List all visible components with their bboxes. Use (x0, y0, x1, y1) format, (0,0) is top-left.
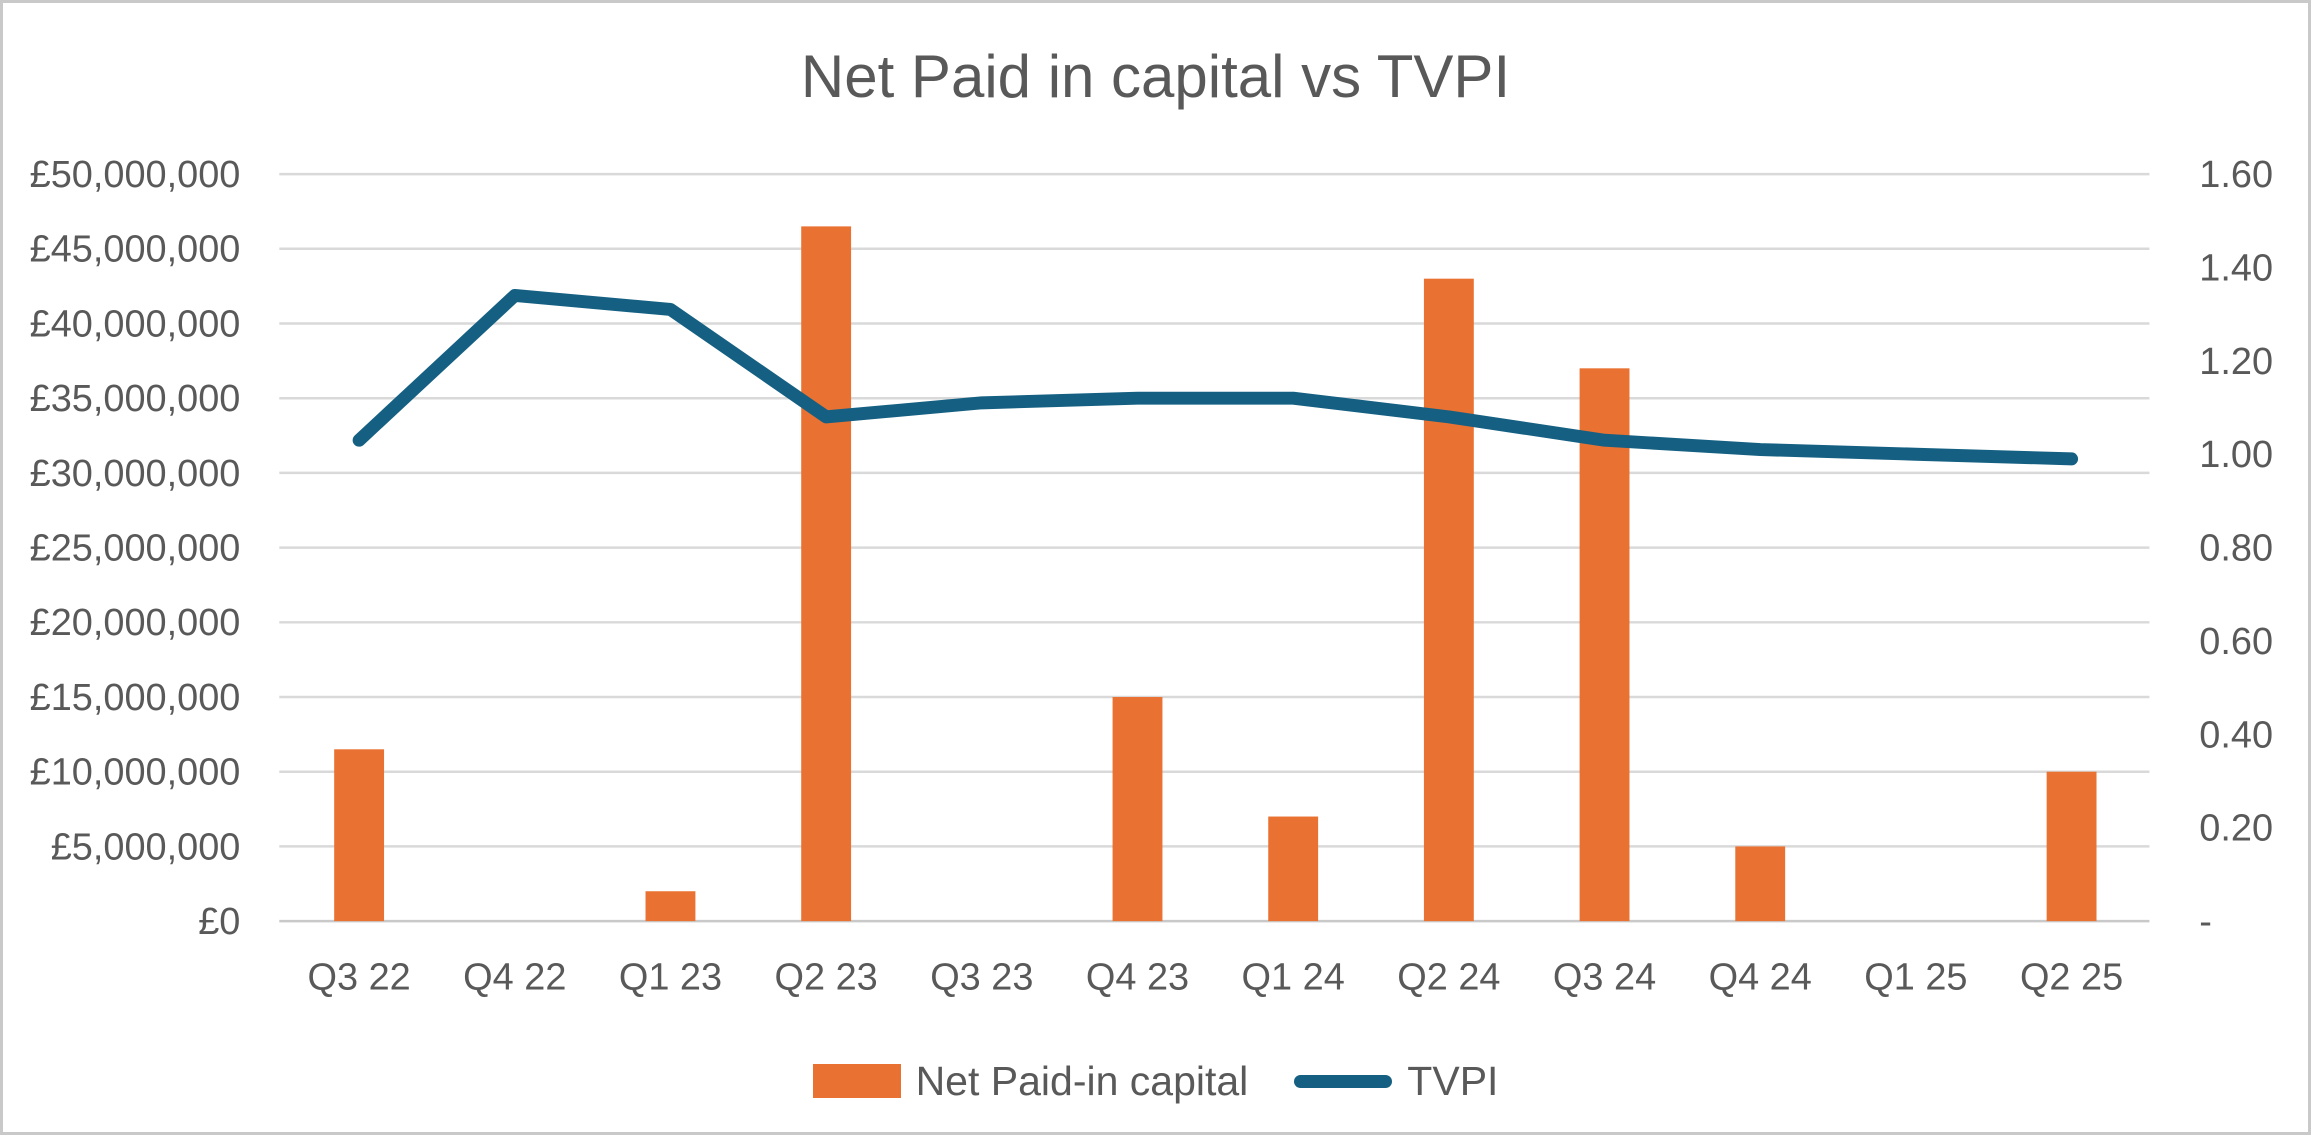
legend-entry-tvpi: TVPI (1294, 1058, 1498, 1105)
chart-title: Net Paid in capital vs TVPI (800, 43, 1511, 110)
y-axis-right-tick-label: 0.20 (2199, 808, 2273, 850)
bar-q4-23 (1112, 697, 1163, 922)
x-axis-category-label: Q3 23 (930, 957, 1033, 999)
y-axis-right-tick-label: 1.40 (2199, 247, 2273, 289)
y-axis-right-tick-label: - (2199, 901, 2212, 943)
y-axis-left-tick-label: £0 (198, 901, 240, 943)
legend-marker-bar (812, 1064, 901, 1098)
x-axis-category-label: Q4 24 (1709, 957, 1812, 999)
y-axis-right-tick-label: 1.00 (2199, 434, 2273, 476)
x-axis-category-label: Q4 23 (1086, 957, 1189, 999)
legend-entry-net-paid-in-capital: Net Paid-in capital (812, 1057, 1249, 1105)
y-axis-right-tick-label: 0.60 (2199, 621, 2273, 663)
y-axis-left-tick-label: £50,000,000 (30, 154, 241, 196)
x-axis-category-label: Q2 24 (1397, 957, 1500, 999)
bar-q2-23 (801, 226, 852, 922)
x-axis-category-label: Q2 25 (2020, 957, 2123, 999)
y-axis-right-tick-label: 0.40 (2199, 714, 2273, 756)
y-axis-left-tick-label: £30,000,000 (30, 453, 241, 495)
bar-q4-24 (1735, 846, 1786, 922)
x-axis-category-label: Q1 24 (1242, 957, 1345, 999)
x-axis-category-label: Q3 24 (1553, 957, 1656, 999)
bar-q1-23 (645, 891, 696, 922)
y-axis-left-tick-label: £20,000,000 (30, 602, 241, 644)
combo-chart-plot-area: £0 £5,000,000 £10,000,000 £15,000,000 £20,00… (30, 154, 2273, 999)
x-axis-category-label: Q4 22 (463, 957, 566, 999)
bar-q2-25 (2046, 771, 2097, 922)
y-axis-left-tick-label: £5,000,000 (51, 826, 241, 868)
tvpi-line (352, 289, 2079, 466)
bar-q1-24 (1268, 816, 1319, 922)
y-axis-left-tick-label: £45,000,000 (30, 229, 241, 271)
y-axis-left-tick-label: £10,000,000 (30, 752, 241, 794)
y-axis-left-tick-label: £40,000,000 (30, 303, 241, 345)
bar-q3-24 (1579, 368, 1630, 922)
y-axis-left-tick-label: £15,000,000 (30, 677, 241, 719)
y-axis-left-tick-label: £35,000,000 (30, 378, 241, 420)
y-axis-left-tick-label: £25,000,000 (30, 528, 241, 570)
x-axis-category-label: Q2 23 (775, 957, 878, 999)
legend-label-tvpi: TVPI (1407, 1057, 1499, 1104)
x-axis-category-label: Q3 22 (307, 957, 410, 999)
x-axis-category-label: Q1 23 (619, 957, 722, 999)
y-axis-right-tick-label: 1.20 (2199, 341, 2273, 383)
y-axis-right-tick-label: 1.60 (2199, 154, 2273, 196)
legend: Net Paid-in capital TVPI (3, 1045, 2308, 1117)
bar-q2-24 (1423, 278, 1474, 922)
legend-marker-line (1294, 1074, 1393, 1088)
legend-label-net-paid-in-capital: Net Paid-in capital (915, 1057, 1249, 1104)
x-axis-category-label: Q1 25 (1864, 957, 1967, 999)
bar-q3-22 (334, 749, 385, 922)
y-axis-right-tick-label: 0.80 (2199, 528, 2273, 570)
